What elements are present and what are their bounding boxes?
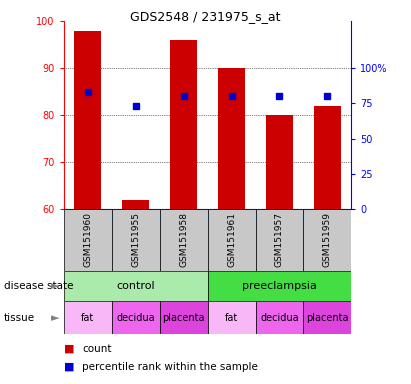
Bar <box>256 209 303 271</box>
Bar <box>122 200 149 209</box>
Bar <box>314 106 341 209</box>
Bar <box>171 40 197 209</box>
Bar <box>112 209 159 271</box>
Text: decidua: decidua <box>116 313 155 323</box>
Bar <box>159 301 208 334</box>
Text: ■: ■ <box>64 362 74 372</box>
Text: GDS2548 / 231975_s_at: GDS2548 / 231975_s_at <box>130 10 281 23</box>
Bar <box>74 31 101 209</box>
Text: GSM151960: GSM151960 <box>83 212 92 267</box>
Bar <box>159 209 208 271</box>
Bar <box>266 115 293 209</box>
Text: tissue: tissue <box>4 313 35 323</box>
Text: fat: fat <box>81 313 94 323</box>
Text: GSM151957: GSM151957 <box>275 212 284 267</box>
Bar <box>112 301 159 334</box>
Bar <box>218 68 245 209</box>
Text: GSM151961: GSM151961 <box>227 212 236 267</box>
Bar <box>303 209 351 271</box>
Text: ►: ► <box>51 313 60 323</box>
Bar <box>64 271 208 301</box>
Bar <box>64 209 112 271</box>
Text: placenta: placenta <box>306 313 349 323</box>
Text: GSM151955: GSM151955 <box>131 212 140 267</box>
Text: ■: ■ <box>64 344 74 354</box>
Text: decidua: decidua <box>260 313 299 323</box>
Text: placenta: placenta <box>162 313 205 323</box>
Text: fat: fat <box>225 313 238 323</box>
Text: GSM151958: GSM151958 <box>179 212 188 267</box>
Text: count: count <box>82 344 112 354</box>
Bar <box>64 301 112 334</box>
Bar <box>208 301 256 334</box>
Text: ►: ► <box>51 281 60 291</box>
Text: control: control <box>116 281 155 291</box>
Text: percentile rank within the sample: percentile rank within the sample <box>82 362 258 372</box>
Text: disease state: disease state <box>4 281 74 291</box>
Bar <box>208 271 351 301</box>
Bar <box>208 209 256 271</box>
Bar <box>303 301 351 334</box>
Bar <box>256 301 303 334</box>
Text: preeclampsia: preeclampsia <box>242 281 317 291</box>
Text: GSM151959: GSM151959 <box>323 212 332 267</box>
